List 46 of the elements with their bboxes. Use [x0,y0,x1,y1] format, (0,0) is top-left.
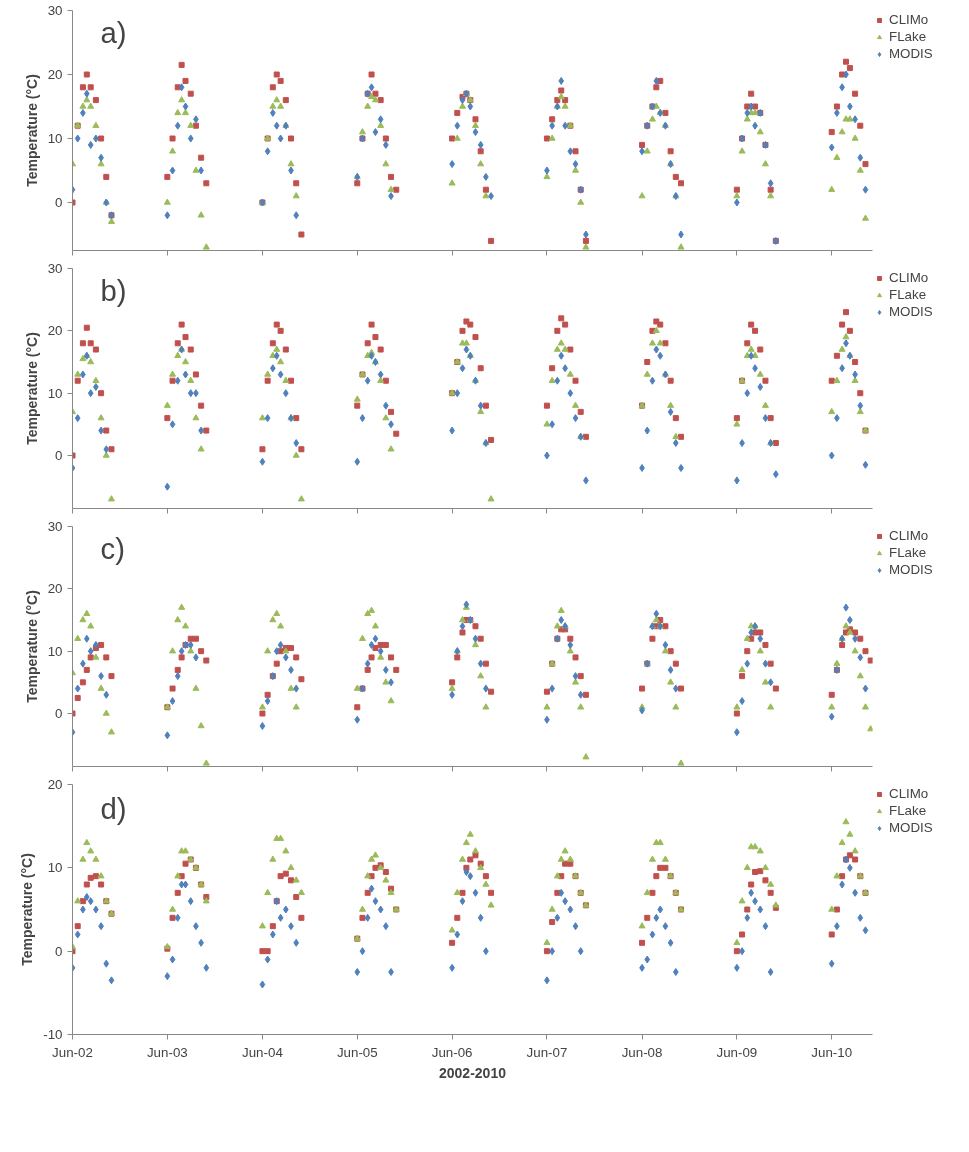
x-tick-label: Jun-05 [336,1044,378,1060]
x-tick-label: Jun-02 [52,1044,93,1060]
y-tick-label: 10 [47,643,63,659]
legend-label: FLake [889,287,928,302]
y-tick-label: 20 [47,581,63,597]
y-tick-label: 0 [55,448,63,464]
annotation: b) [100,273,127,307]
legend-label: CLIMo [889,786,930,801]
y-tick-label: 20 [47,323,63,339]
legend-label: FLake [889,29,928,44]
x-tick-label: Jun-04 [242,1044,284,1060]
x-tick-label: Jun-10 [811,1044,853,1060]
y-tick-label: 20 [47,67,63,82]
annotation: a) [100,15,127,49]
y-tick-label: 20 [47,777,63,792]
legend-label: MODIS [889,562,934,577]
legend-label: CLIMo [889,12,930,27]
y-tick-label: -10 [43,1027,63,1042]
y-tick-label: 0 [55,195,63,210]
legend-label: FLake [889,545,928,560]
legend-label: MODIS [889,304,934,319]
legend-label: CLIMo [889,270,930,285]
y-axis-title: Temperature (°C) [23,332,40,445]
x-tick-label: Jun-03 [146,1044,188,1060]
y-tick-label: 10 [47,131,63,146]
legend-label: MODIS [889,820,934,835]
legend-label: FLake [889,803,928,818]
legend-label: CLIMo [889,528,930,543]
x-tick-label: Jun-09 [716,1044,758,1060]
legend-label: MODIS [889,46,934,61]
y-axis-title: Temperature (°C) [19,853,36,966]
y-tick-label: 30 [47,519,63,534]
x-tick-label: Jun-07 [526,1044,568,1060]
y-axis-title: Temperature (°C) [23,74,40,187]
x-tick-label: Jun-08 [621,1044,663,1060]
y-axis-title: Temperature (°C) [23,590,40,703]
y-tick-label: 10 [47,385,63,401]
y-tick-label: 10 [47,860,63,876]
annotation: d) [100,791,127,825]
x-tick-label: Jun-06 [431,1044,473,1060]
y-tick-label: 0 [55,943,63,959]
y-tick-label: 30 [47,261,63,276]
x-axis-title: 2002-2010 [439,1064,507,1081]
annotation: c) [100,531,125,565]
y-tick-label: 30 [47,3,63,18]
y-tick-label: 0 [55,706,63,722]
